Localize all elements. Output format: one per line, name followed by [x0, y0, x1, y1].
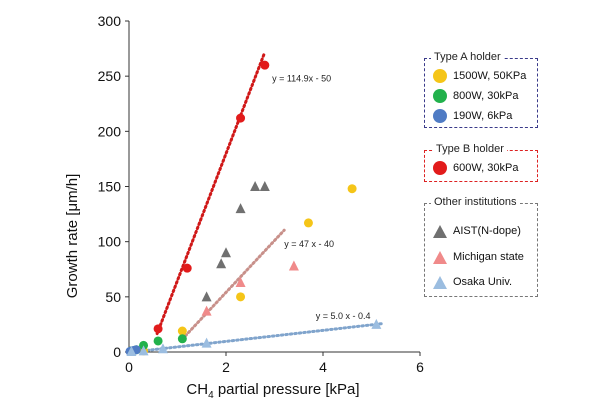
axes: 0 50 100 150 200 250 300 0 2 4 6	[98, 13, 424, 375]
data-points	[125, 60, 382, 356]
legend-item-1500w: 1500W, 50KPa	[433, 67, 526, 85]
trendline	[132, 322, 383, 354]
trendline-equation-label: y = 5.0 x - 0.4	[316, 311, 371, 321]
y-tick-label: 250	[98, 68, 122, 84]
x-axis-label-rest: partial pressure [kPa]	[214, 381, 360, 398]
data-point	[126, 345, 137, 356]
legend-type-a-title: Type A holder	[431, 51, 504, 63]
legend-item-michigan: Michigan state	[433, 248, 524, 266]
gray-triangle-marker	[433, 224, 447, 238]
x-tick-label: 0	[125, 359, 133, 375]
y-tick-label: 300	[98, 13, 122, 29]
legend-item-label: 600W, 30kPa	[453, 162, 519, 174]
legend-type-a: Type A holder 1500W, 50KPa 800W, 30kPa 1…	[424, 51, 538, 128]
data-point	[157, 343, 168, 354]
legend-type-b: Type B holder 600W, 30kPa	[424, 143, 538, 182]
data-point	[201, 291, 212, 302]
data-point	[177, 326, 187, 336]
data-point	[303, 218, 313, 228]
legend-item-600w: 600W, 30kPa	[433, 159, 518, 177]
trendline	[155, 50, 267, 336]
trendline-equation-label: y = 47 x - 40	[284, 239, 334, 249]
y-tick-label: 50	[105, 289, 121, 305]
x-axis-label-subscript: 4	[208, 390, 214, 401]
legend-item-800w: 800W, 30kPa	[433, 87, 518, 105]
data-point	[260, 60, 270, 70]
trendline	[180, 228, 286, 341]
data-point	[153, 324, 163, 334]
data-point	[371, 318, 382, 329]
red-circle-marker	[433, 161, 447, 175]
data-point	[235, 276, 246, 287]
x-axis-label: CH4 partial pressure [kPa]	[186, 381, 359, 401]
legend-item-label: 800W, 30kPa	[453, 90, 519, 102]
legend-item-aist: AIST(N-dope)	[433, 222, 521, 240]
trendline-equation-label: y = 114.9x - 50	[272, 74, 331, 84]
pink-triangle-marker	[433, 250, 447, 264]
legend-other-institutions: Other institutions AIST(N-dope) Michigan…	[424, 196, 538, 297]
data-point	[235, 203, 246, 214]
y-tick-label: 100	[98, 234, 122, 250]
data-point	[288, 260, 299, 271]
legend-other-title: Other institutions	[431, 196, 520, 208]
data-point	[250, 181, 261, 191]
data-point	[236, 113, 246, 123]
x-tick-label: 2	[222, 359, 230, 375]
data-point	[201, 337, 212, 348]
data-point	[201, 305, 212, 316]
legend-item-label: 190W, 6kPa	[453, 110, 513, 122]
legend-item-osaka: Osaka Univ.	[433, 273, 512, 291]
light-blue-triangle-marker	[433, 275, 447, 289]
data-point	[139, 340, 149, 350]
data-point	[177, 334, 187, 344]
yellow-circle-marker	[433, 69, 447, 83]
data-point	[138, 345, 149, 356]
data-point	[221, 247, 231, 258]
y-tick-label: 200	[98, 123, 122, 139]
legend-item-label: AIST(N-dope)	[453, 225, 521, 237]
data-point	[347, 184, 357, 194]
legend-item-label: 1500W, 50KPa	[453, 70, 527, 82]
x-axis-label-main: CH	[186, 381, 208, 398]
x-tick-label: 6	[416, 359, 424, 375]
data-point	[216, 258, 227, 269]
y-tick-label: 0	[113, 344, 121, 360]
blue-circle-marker	[433, 109, 447, 123]
data-point	[236, 292, 246, 302]
data-point	[153, 336, 163, 346]
data-point	[182, 263, 192, 273]
legend-item-label: Osaka Univ.	[453, 276, 513, 288]
data-point	[259, 181, 270, 191]
legend-item-190w: 190W, 6kPa	[433, 107, 512, 125]
trendlines: y = 114.9x - 50 y = 47 x - 40 y = 5.0 x - …	[132, 50, 383, 354]
x-tick-label: 4	[319, 359, 327, 375]
legend-type-b-title: Type B holder	[433, 143, 507, 155]
y-tick-label: 150	[98, 179, 122, 195]
y-axis-label: Growth rate [μm/h]	[64, 174, 81, 299]
legend-item-label: Michigan state	[453, 251, 524, 263]
green-circle-marker	[433, 89, 447, 103]
